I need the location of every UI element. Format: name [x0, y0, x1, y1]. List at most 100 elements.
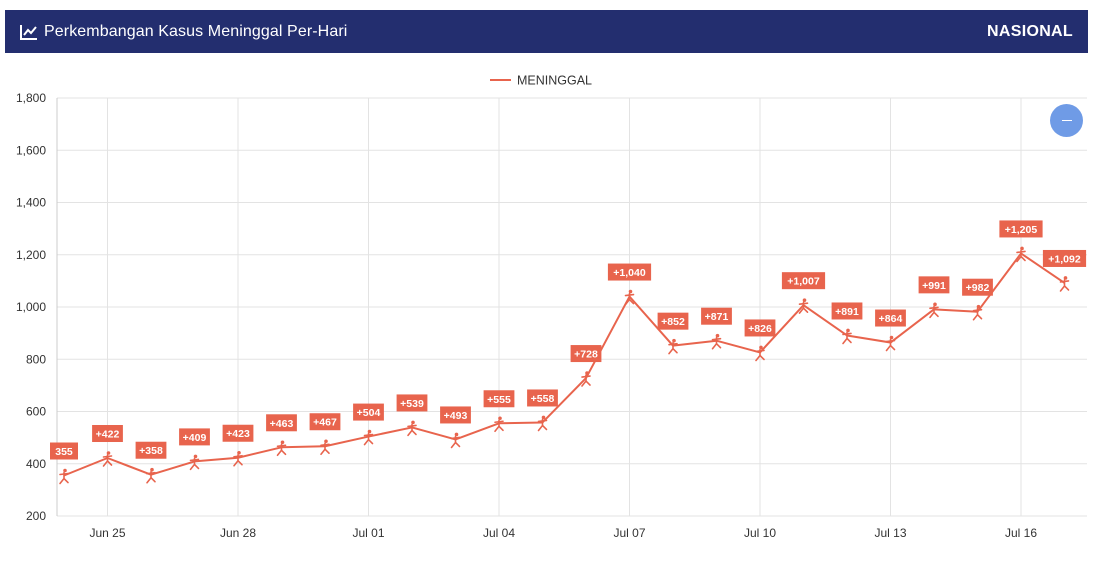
data-label-box [440, 406, 471, 424]
data-label-box [701, 307, 732, 325]
data-point [189, 454, 200, 471]
marker-body [276, 443, 287, 457]
data-point [1059, 276, 1070, 292]
data-label: +409 [183, 432, 207, 444]
marker-head [802, 298, 807, 302]
marker-head [106, 451, 111, 455]
data-label-box [831, 302, 863, 320]
data-label-box [570, 345, 602, 363]
data-label-box [962, 278, 993, 296]
marker-body [363, 432, 374, 446]
marker-head [846, 328, 850, 333]
legend-label: MENINGGAL [517, 74, 592, 88]
marker-body [668, 341, 678, 355]
marker-head [193, 454, 198, 459]
data-point [59, 468, 69, 485]
series-meninggal [59, 246, 1070, 485]
data-label: +539 [400, 398, 424, 410]
marker-body [842, 331, 852, 345]
region-label: NASIONAL [987, 22, 1073, 40]
marker-body [233, 453, 243, 467]
marker-body [146, 470, 156, 484]
data-label-box [781, 272, 826, 290]
line-chart: 200 400 600 800 1,000 1,200 1,400 1,600 1,800 Ju… [16, 74, 1087, 540]
marker-head [150, 467, 154, 472]
data-label-box [179, 428, 210, 446]
x-tick-label: Jul 16 [1005, 526, 1037, 540]
x-tick-label: Jul 13 [874, 526, 906, 540]
data-label-box [50, 442, 78, 460]
marker-head [367, 429, 372, 434]
data-label-box [483, 390, 515, 408]
marker-body [885, 338, 896, 352]
data-label-box [744, 319, 776, 337]
marker-head [237, 450, 241, 455]
data-point [711, 333, 722, 350]
data-label: +555 [487, 394, 511, 406]
zoom-out-button[interactable] [1050, 104, 1083, 137]
x-tick-label: Jun 28 [220, 526, 256, 540]
marker-head [1063, 276, 1068, 280]
marker-body [1059, 279, 1070, 292]
data-label-box [999, 220, 1043, 238]
data-point [668, 338, 678, 355]
data-label: +1,007 [787, 276, 820, 288]
grid-lines [57, 97, 1087, 517]
data-label: +982 [966, 282, 990, 294]
data-label: +991 [922, 280, 946, 292]
y-tick-label: 1,800 [16, 91, 46, 105]
data-label: +852 [661, 316, 685, 328]
marker-body [407, 423, 417, 437]
marker-head [454, 432, 459, 437]
data-point [450, 432, 461, 449]
data-label: +871 [705, 311, 729, 323]
data-label-box [1042, 249, 1087, 267]
data-label-box [607, 263, 652, 281]
data-labels: 355 +422 +358 +409 +423 +463 +467 +504 +539 +493 +… [50, 220, 1087, 460]
y-tick-label: 1,000 [16, 300, 46, 314]
data-label-box [266, 414, 297, 432]
minus-icon [1061, 119, 1072, 122]
data-label: +826 [748, 323, 772, 335]
data-point [146, 467, 156, 484]
data-point [407, 420, 417, 437]
marker-head [976, 304, 981, 309]
marker-body [537, 418, 548, 432]
x-axis: Jun 25 Jun 28 Jul 01 Jul 04 Jul 07 Jul 10 Jul … [89, 526, 1037, 540]
marker-head [541, 415, 546, 420]
marker-head [715, 333, 720, 338]
data-point [929, 302, 939, 319]
data-label: +891 [835, 306, 859, 318]
data-label: +493 [444, 410, 468, 422]
y-tick-label: 400 [26, 457, 46, 471]
data-label: +864 [879, 313, 903, 325]
data-point [320, 439, 330, 456]
data-label: +422 [96, 429, 120, 441]
data-label: +728 [574, 349, 598, 361]
data-point [842, 328, 852, 345]
marker-body [711, 336, 722, 350]
marker-head [1020, 246, 1024, 251]
data-point [276, 440, 287, 457]
data-point [624, 289, 635, 306]
data-point [885, 335, 896, 352]
marker-body [1016, 249, 1026, 263]
marker-body [494, 419, 504, 433]
y-tick-label: 1,200 [16, 248, 46, 262]
x-tick-label: Jun 25 [89, 526, 125, 540]
legend[interactable]: MENINGGAL [490, 74, 592, 88]
y-tick-label: 200 [26, 509, 46, 523]
data-point [755, 345, 765, 362]
marker-body [581, 374, 591, 387]
chart-title: Perkembangan Kasus Meninggal Per-Hari [44, 22, 348, 40]
marker-body [972, 307, 983, 321]
data-label-box [222, 424, 254, 442]
data-label: +358 [139, 445, 163, 457]
marker-body [929, 305, 939, 319]
marker-head [498, 416, 502, 421]
x-tick-label: Jul 10 [744, 526, 776, 540]
header-left: Perkembangan Kasus Meninggal Per-Hari [20, 23, 347, 41]
data-label-box [92, 425, 123, 443]
marker-head [280, 440, 285, 445]
y-tick-label: 1,600 [16, 143, 46, 157]
